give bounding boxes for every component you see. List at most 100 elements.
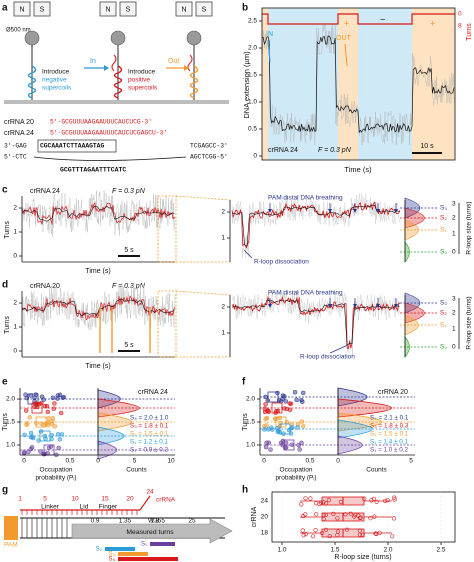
count-distribution: [337, 412, 383, 432]
x-label: Occupation: [280, 467, 313, 474]
sample-point: [311, 534, 316, 539]
count-tick-label: 5: [133, 458, 137, 465]
occupation-point: [299, 440, 304, 446]
occupation-point: [29, 445, 35, 450]
smoothed-trace: [231, 204, 400, 247]
sample-point: [314, 501, 319, 506]
occupation-point: [60, 395, 66, 400]
occupation-point: [34, 401, 39, 407]
sample-point: [353, 512, 358, 518]
state-label: S₃: [109, 552, 116, 558]
y-label: Turns: [2, 413, 9, 431]
arrow-head: [104, 65, 109, 71]
y-tick-label: 1.0: [246, 442, 255, 449]
smoothed-trace: [231, 299, 400, 346]
supercoil: [113, 65, 123, 99]
state-box: [31, 402, 43, 414]
strand: [33, 156, 187, 161]
occupation-point: [39, 421, 44, 426]
occupation-point: [28, 393, 34, 398]
occupation-point: [50, 418, 55, 424]
x-tick-label: 0.5: [305, 458, 314, 465]
y-tick-label: 24: [261, 498, 269, 505]
state-bar: [150, 542, 175, 546]
y-tick-label: 2: [13, 205, 17, 212]
occupation-point: [55, 393, 61, 398]
sample-point: [357, 532, 363, 537]
instruction: positive: [128, 77, 150, 84]
position-label: 10: [71, 496, 79, 503]
occupation-point: [301, 424, 306, 429]
size-label: R-loop size (turns): [466, 201, 473, 254]
sample-point: [299, 502, 304, 507]
arrow-head: [328, 304, 332, 308]
size-tick-label: 2: [452, 215, 456, 222]
panel-label: a: [2, 3, 8, 14]
size-tick-label: 3: [452, 201, 456, 208]
occupation-point: [262, 427, 267, 432]
state-distribution: [404, 241, 410, 263]
sample-point: [344, 527, 350, 532]
phase-out: [338, 8, 358, 160]
guide-rna: [111, 54, 117, 72]
y-tick-label: 2.5: [248, 18, 257, 25]
sample-point: [348, 511, 353, 516]
occupation-point: [266, 427, 271, 432]
occupation-point: [24, 422, 29, 428]
occupation-point: [42, 403, 48, 409]
sample-point: [362, 496, 367, 501]
state-box: [279, 423, 291, 435]
legend-entry: S₁ = 1.2 ± 0.1: [130, 439, 168, 446]
x-label: Counts: [126, 467, 147, 474]
occupation-point: [300, 390, 306, 396]
sample-point: [392, 495, 397, 500]
y-tick-label: 1: [221, 330, 225, 337]
bead-size: Ø500 nm: [6, 28, 31, 34]
sample-point: [390, 534, 395, 539]
sample-point: [392, 497, 397, 502]
size-label: R-loop size (turns): [466, 296, 473, 349]
occupation-point: [51, 406, 57, 411]
arrow: [267, 39, 271, 63]
occupation-point: [289, 442, 294, 447]
y-tick-label: 1.5: [6, 419, 15, 426]
occupation-point: [263, 416, 268, 422]
legend-entry: S₂ = 1.5 ± 0.1: [130, 431, 169, 438]
x-label: Counts: [366, 467, 387, 474]
magnet-label: S: [126, 6, 131, 13]
zoom-box: [157, 195, 177, 263]
turn-tick: 25: [188, 518, 196, 525]
smoothed-trace: [21, 298, 175, 317]
sample-point: [320, 530, 325, 536]
force: F = 0.3 pN: [318, 147, 352, 154]
occupation-point: [28, 430, 34, 436]
position-label: 24: [146, 489, 154, 496]
turn-tick: 1.8: [151, 518, 160, 525]
sequence: 5'-CTC: [4, 154, 27, 161]
sample-point: [327, 534, 332, 539]
position-label: 20: [126, 496, 134, 503]
count-distribution: [337, 435, 363, 455]
state-bar: [118, 552, 148, 556]
turn-tick: 0.9: [91, 518, 100, 525]
sample-point: [303, 531, 308, 537]
occupation-point: [59, 432, 65, 437]
smoothed-trace: [21, 205, 175, 222]
sign: +: [430, 18, 435, 28]
phase-in: [268, 8, 338, 160]
sequence: 5'-GCGUUUAAGAAUUUCAUCUCGAGCU-3': [50, 130, 167, 137]
magnet-label: N: [105, 6, 110, 13]
sample-point: [321, 516, 326, 522]
panel-label: d: [2, 280, 8, 291]
occupation-point: [263, 394, 268, 400]
position-label: 1: [18, 496, 22, 503]
sample-point: [373, 531, 378, 536]
panel-label: e: [2, 377, 8, 388]
sample-point: [331, 511, 336, 516]
sample-point: [358, 515, 363, 520]
occupation-point: [282, 394, 287, 399]
y-tick-label: 1.5: [248, 72, 257, 79]
scale-label: 5 s: [124, 342, 134, 349]
sequence-box: [37, 139, 117, 153]
occupation-point: [294, 397, 299, 403]
